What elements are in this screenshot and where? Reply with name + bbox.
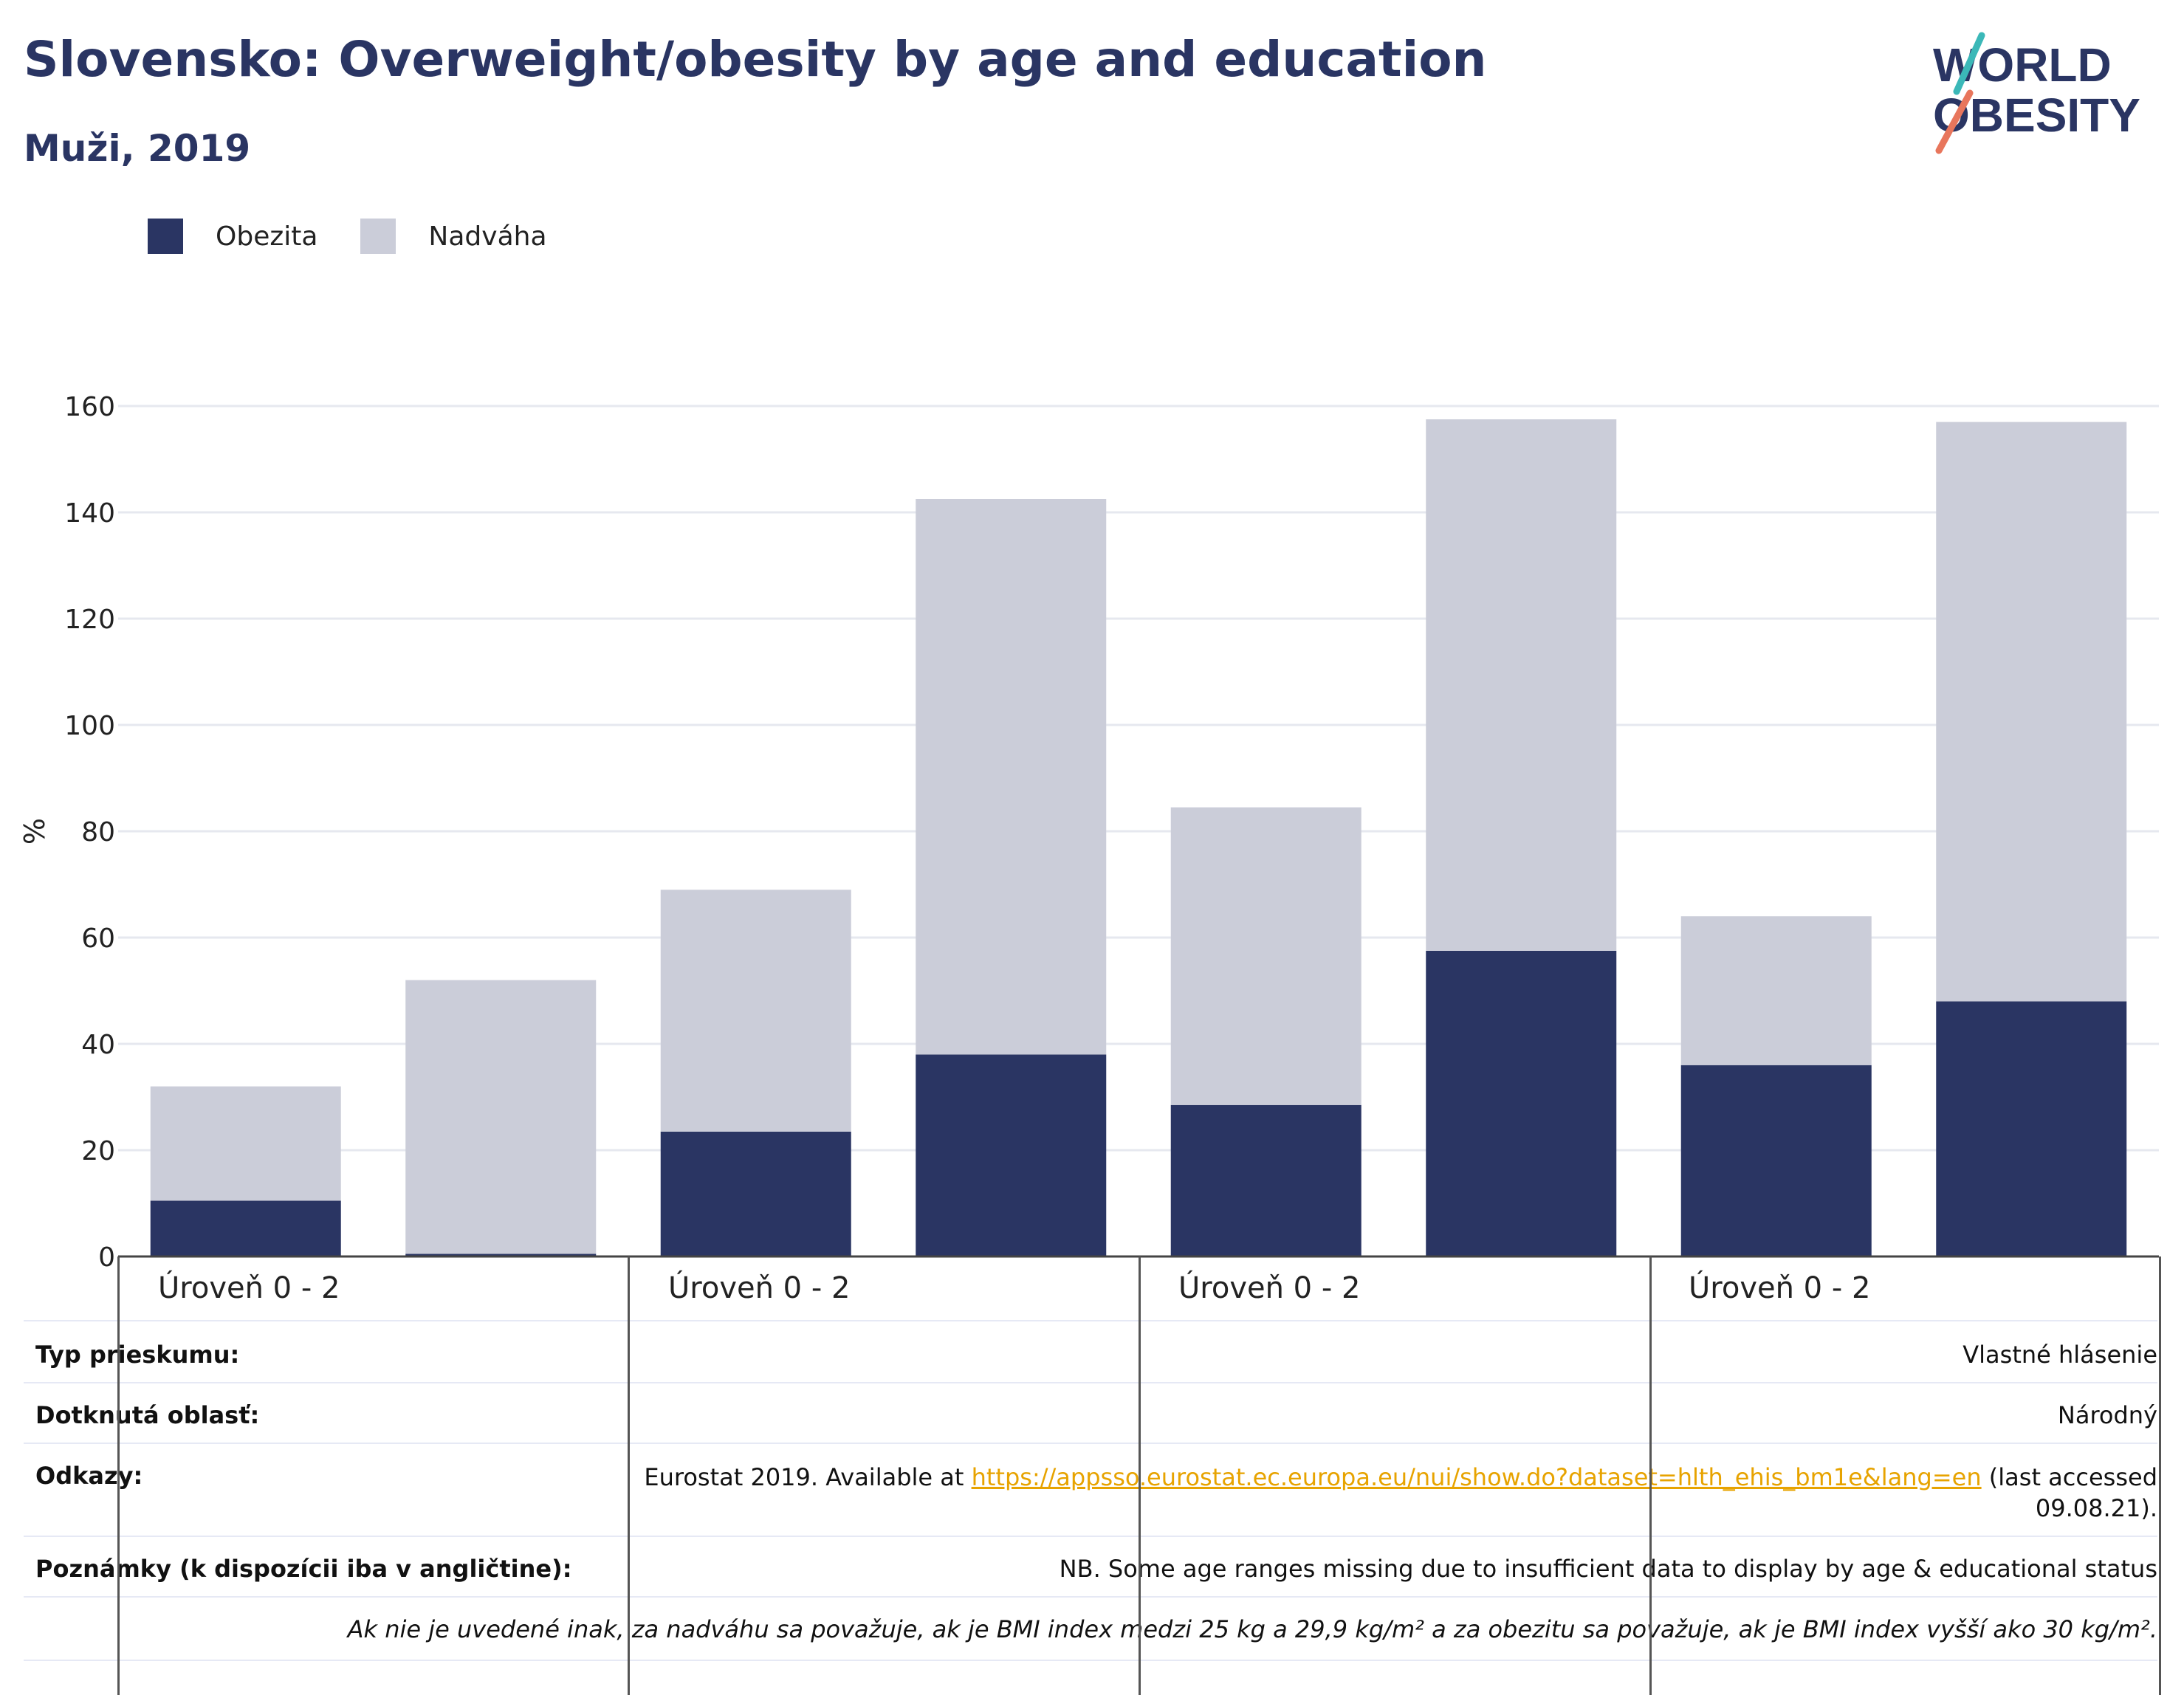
table-row-area: Dotknutá oblasť: Národný [24,1382,2157,1444]
table-row-definition: Ak nie je uvedené inak, za nadváhu sa po… [24,1596,2157,1661]
x-group-label: Úroveň 0 - 2 [158,1270,340,1299]
x-group-label: Úroveň 0 - 2 [1689,1270,1870,1299]
group-divider [117,1256,120,1695]
bar-chart: 0 20 40 60 80 100 120 140 160% Úroveň 0 - 2 Úroveň… [18,392,2159,1299]
world-obesity-logo: WORLD OBESITY [1933,32,2140,154]
legend-item-obesity[interactable]: Obezita [148,219,317,254]
bar-obesity [405,1254,597,1256]
group-divider [628,1256,630,1695]
bar-overweight [660,890,851,1132]
y-tick-label: 40 [81,1030,115,1060]
legend-item-overweight[interactable]: Nadváha [360,219,547,254]
group-divider [1649,1256,1652,1695]
bar-obesity [150,1200,341,1256]
x-group-label: Úroveň 0 - 2 [1178,1270,1360,1299]
legend-swatch-overweight [360,219,396,254]
y-tick-label: 160 [64,392,115,422]
bar-obesity [1936,1001,2127,1256]
chart-title: Slovensko: Overweight/obesity by age and… [24,31,1487,88]
group-divider [1139,1256,1141,1695]
row-value: Ak nie je uvedené inak, za nadváhu sa po… [347,1615,2157,1643]
group-divider [2159,1256,2161,1695]
chart-subtitle: Muži, 2019 [24,127,251,170]
bar-obesity [916,1054,1107,1256]
y-tick-label: 0 [98,1242,115,1273]
bar-obesity [1170,1104,1361,1256]
row-value: Národný [2057,1401,2157,1429]
table-row-survey-type: Typ prieskumu: Vlastné hlásenie [24,1320,2157,1383]
y-tick-label: 80 [81,817,115,848]
bar-overweight [1936,422,2127,1002]
logo-line2: OBESITY [1933,89,2140,142]
legend: Obezita Nadváha [148,219,590,254]
legend-label-overweight: Nadváha [428,221,547,252]
bar-obesity [660,1131,851,1256]
y-axis-label: % [18,818,51,845]
bar-overweight [1426,419,1617,951]
y-tick-label: 60 [81,924,115,954]
y-tick-label: 140 [64,498,115,529]
bar-overweight [405,980,597,1254]
row-value: Eurostat 2019. Available at https://apps… [644,1463,2157,1522]
reference-link[interactable]: https://appsso.eurostat.ec.europa.eu/nui… [971,1463,1982,1491]
bar-overweight [1170,807,1361,1105]
row-label: Odkazy: [35,1462,143,1490]
row-label: Poznámky (k dispozícii iba v angličtine)… [35,1555,572,1583]
bar-obesity [1426,951,1617,1256]
table-row-notes: Poznámky (k dispozícii iba v angličtine)… [24,1536,2157,1598]
legend-swatch-obesity [148,219,183,254]
legend-label-obesity: Obezita [216,221,318,252]
y-tick-label: 20 [81,1136,115,1166]
y-tick-label: 100 [64,711,115,741]
bar-overweight [1680,916,1872,1065]
bar-overweight [150,1086,341,1201]
row-label: Typ prieskumu: [35,1341,240,1369]
row-label: Dotknutá oblasť: [35,1401,260,1429]
row-value: Vlastné hlásenie [1962,1341,2157,1369]
bar-obesity [1680,1065,1872,1256]
bar-overweight [916,499,1107,1055]
y-tick-label: 120 [64,605,115,635]
table-row-references: Odkazy: Eurostat 2019. Available at http… [24,1443,2157,1537]
row-value: NB. Some age ranges missing due to insuf… [1059,1555,2157,1583]
x-group-label: Úroveň 0 - 2 [668,1270,850,1299]
